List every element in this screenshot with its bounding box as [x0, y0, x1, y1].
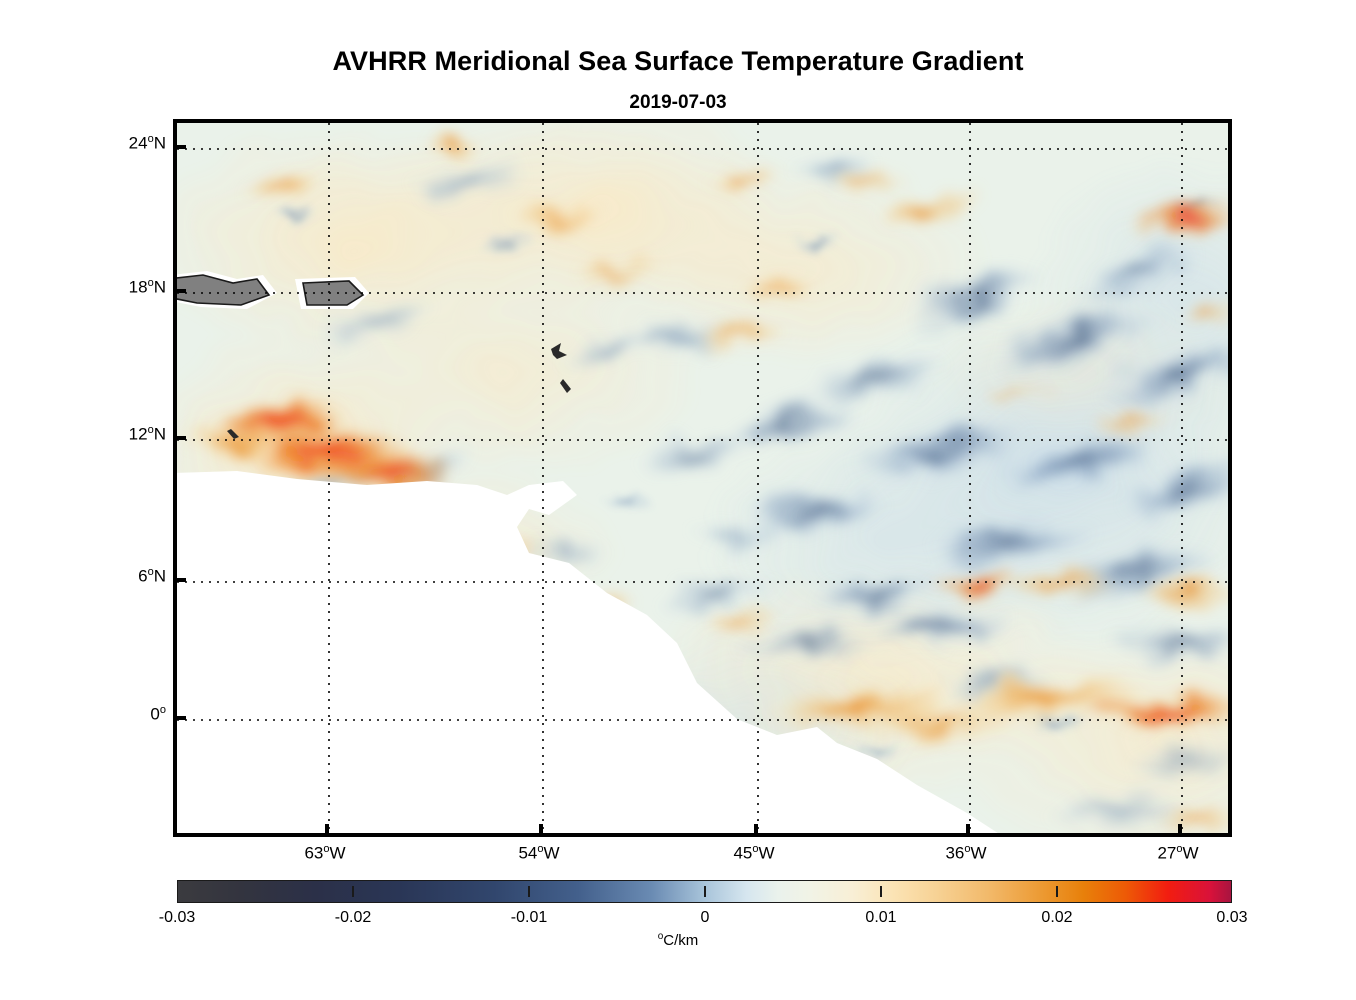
x-label-value: 63: [304, 843, 324, 863]
degree-symbol: o: [147, 566, 154, 578]
y-label-hemisphere: N: [153, 424, 166, 444]
x-tick-54w: [539, 824, 543, 833]
sst-gradient-heatmap: [177, 123, 1228, 833]
x-tick-27w: [1178, 824, 1182, 833]
page-title: AVHRR Meridional Sea Surface Temperature…: [332, 46, 1024, 76]
degree-symbol: o: [147, 133, 154, 145]
x-axis-label-63w: 63oW: [255, 843, 395, 864]
y-label-value: 6: [138, 566, 148, 586]
x-label-hemisphere: W: [1182, 843, 1199, 863]
degree-symbol: o: [159, 704, 166, 716]
x-axis-label-27w: 27oW: [1108, 843, 1248, 864]
y-tick-12n: [177, 436, 186, 440]
colorbar-tick-p001: [880, 886, 882, 897]
colorbar-tick-p002: [1056, 886, 1058, 897]
x-label-value: 45: [733, 843, 753, 863]
y-label-value: 0: [150, 704, 160, 724]
y-axis-label-12n: 12oN: [46, 424, 166, 445]
colorbar-label-p002: 0.02: [1041, 909, 1073, 926]
colorbar-unit-text: C/km: [663, 932, 699, 949]
y-tick-0: [177, 716, 186, 720]
y-axis-label-0: 0o: [46, 704, 166, 725]
colorbar-tick-n001: [528, 886, 530, 897]
map-axes: [173, 119, 1232, 837]
y-tick-18n: [177, 289, 186, 293]
colorbar-tick-zero: [704, 886, 706, 897]
y-tick-6n: [177, 578, 186, 582]
y-label-hemisphere: N: [153, 566, 166, 586]
degree-symbol: o: [537, 843, 544, 855]
degree-symbol: o: [964, 843, 971, 855]
degree-symbol: o: [1176, 843, 1183, 855]
colorbar-label-zero: 0: [700, 909, 710, 926]
x-label-hemisphere: W: [543, 843, 560, 863]
y-tick-24n: [177, 145, 186, 149]
y-axis-label-6n: 6oN: [46, 566, 166, 587]
degree-symbol: o: [323, 843, 330, 855]
chart-date-subtitle: 2019-07-03: [629, 92, 727, 113]
y-label-hemisphere: N: [153, 277, 166, 297]
degree-symbol: o: [147, 424, 154, 436]
y-axis-label-24n: 24oN: [46, 133, 166, 154]
colorbar-label-p001: 0.01: [865, 909, 897, 926]
x-label-hemisphere: W: [970, 843, 987, 863]
x-tick-63w: [325, 824, 329, 833]
colorbar-label-n001: -0.01: [510, 909, 548, 926]
x-label-value: 36: [945, 843, 965, 863]
colorbar-label-n002: -0.02: [334, 909, 372, 926]
x-label-hemisphere: W: [329, 843, 346, 863]
x-tick-45w: [754, 824, 758, 833]
colorbar-tick-n002: [352, 886, 354, 897]
degree-symbol: o: [657, 931, 664, 942]
x-axis-label-54w: 54oW: [469, 843, 609, 864]
y-axis-label-18n: 18oN: [46, 277, 166, 298]
y-label-hemisphere: N: [153, 133, 166, 153]
y-label-value: 24: [128, 133, 148, 153]
x-axis-label-36w: 36oW: [896, 843, 1036, 864]
colorbar-label-min: -0.03: [158, 909, 196, 926]
x-label-hemisphere: W: [758, 843, 775, 863]
degree-symbol: o: [752, 843, 759, 855]
x-label-value: 27: [1157, 843, 1177, 863]
y-label-value: 18: [128, 277, 148, 297]
land-mask: [177, 271, 998, 833]
x-tick-36w: [966, 824, 970, 833]
x-axis-label-45w: 45oW: [684, 843, 824, 864]
colorbar-label-max: 0.03: [1216, 909, 1248, 926]
y-label-value: 12: [128, 424, 148, 444]
x-label-value: 54: [518, 843, 538, 863]
colorbar-unit-label: oC/km: [0, 931, 1356, 949]
degree-symbol: o: [147, 277, 154, 289]
lesser-antilles-islands: [227, 343, 571, 439]
